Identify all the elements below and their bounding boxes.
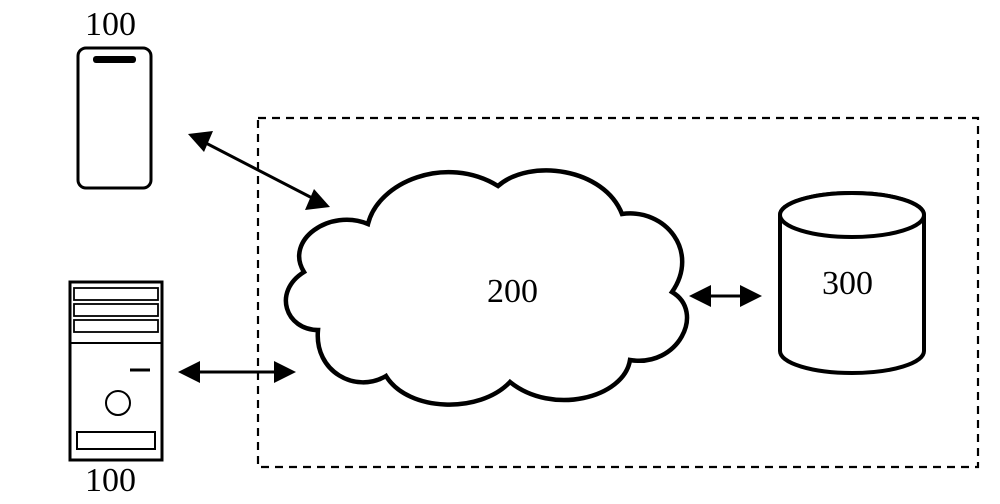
phone-icon	[78, 48, 151, 188]
diagram-svg	[0, 0, 1000, 504]
diagram-canvas: 100 100 200 300	[0, 0, 1000, 504]
cloud-label: 200	[487, 273, 538, 311]
server-label: 100	[85, 462, 136, 500]
arrow-phone-cloud	[188, 131, 330, 210]
server-icon	[70, 282, 162, 460]
db-label: 300	[822, 265, 873, 303]
phone-label: 100	[85, 6, 136, 44]
arrow-server-cloud	[178, 361, 296, 383]
arrow-cloud-db	[689, 285, 762, 307]
